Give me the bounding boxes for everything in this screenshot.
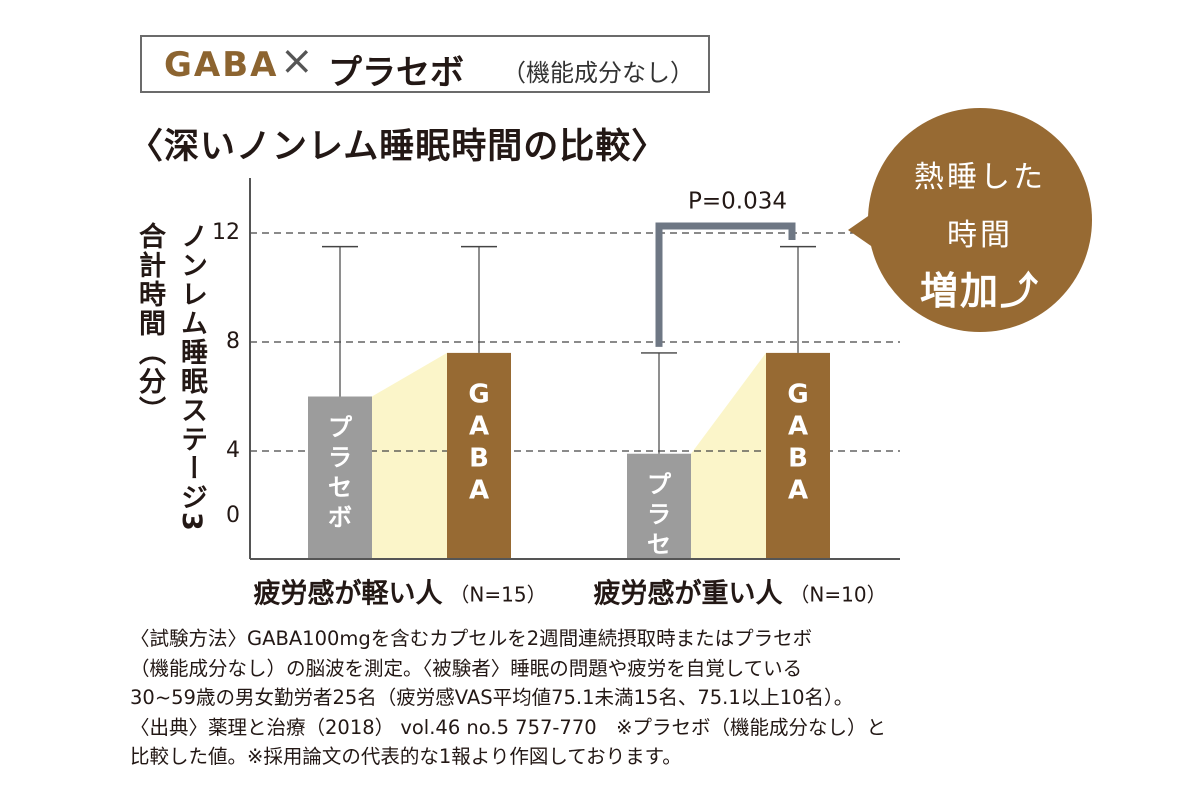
y-tick-label: 8 [226,329,240,354]
y-tick-label: 4 [226,438,240,463]
x-category-n-label: （N=10） [789,583,886,607]
bar-label-char: ラ [328,444,352,472]
significance-bracket: P=0.034 [655,189,796,347]
x-category-n-label: （N=15） [449,583,546,607]
chart-subtitle: 〈深いノンレム睡眠時間の比較〉 [128,127,668,167]
callout-pointer [848,212,874,248]
connector-layer [372,352,766,559]
callout-bubble: 熱睡した 時間 増加⤴ [848,108,1092,332]
bar-label-char: プ [647,471,672,499]
bar-label-char: セ [328,474,352,502]
bar-label-char: A [788,475,808,505]
bar-label-char: B [469,443,489,473]
y-axis-label-line2: 合計時間（分） [134,222,165,425]
connector-band [691,352,766,559]
bar-label-char: A [469,475,489,505]
bar-label-char: B [788,443,808,473]
footnote-line: 比較した値。※採用論文の代表的な1報より作図しております。 [130,745,682,768]
footnote-line: 〈試験方法〉GABA100mgを含むカプセルを2週間連続摂取時またはプラセボ [130,627,813,650]
footnote: 〈試験方法〉GABA100mgを含むカプセルを2週間連続摂取時またはプラセボ （… [130,624,886,772]
bar-label-char: プ [328,414,353,442]
bar [447,352,511,559]
bracket-line [655,222,796,347]
connector-band [372,352,447,559]
bar-layer [308,352,830,559]
bar-label-char: G [468,379,489,409]
axes-layer: 0 4 8 12 [212,178,900,560]
errorbar-layer [322,245,816,454]
title-gaba: GABA [164,45,279,85]
footnote-line: 30~59歳の男女勤労者25名（疲労感VAS平均値75.1未満15名、75.1以… [130,686,854,709]
title-note: （機能成分なし） [502,59,694,87]
y-tick-label: 0 [226,503,240,528]
bar-label-char: ボ [328,504,352,532]
y-axis-label-line1: ノンレム睡眠ステージ3 [176,222,207,533]
title-cross: × [280,38,314,84]
bar-label-char: A [788,411,808,441]
y-tick-label: 12 [212,220,240,245]
callout-line1: 熱睡した [914,160,1046,195]
p-value-label: P=0.034 [688,189,787,215]
bar-label-char: A [469,411,489,441]
bar-label-char: セ [647,531,671,559]
bar-label-char: G [787,379,808,409]
x-category-label: 疲労感が重い人 [594,578,783,610]
callout-line2: 時間 [947,218,1013,253]
bar-label-char: ラ [647,501,671,529]
bar [766,352,830,559]
bar-label-char: ボ [647,561,671,589]
callout-line3: 増加⤴ [919,269,1040,313]
bar [308,396,372,559]
title-placebo: プラセボ [328,53,464,93]
footnote-line: （機能成分なし）の脳波を測定。〈被験者〉睡眠の問題や疲労を自覚している [130,656,803,680]
footnote-line: 〈出典〉薬理と治療（2018） vol.46 no.5 757-770 ※プラセ… [130,715,886,739]
title-box: GABA × プラセボ （機能成分なし） [140,35,710,93]
bar [627,453,691,559]
x-category-label: 疲労感が軽い人 [254,578,443,610]
